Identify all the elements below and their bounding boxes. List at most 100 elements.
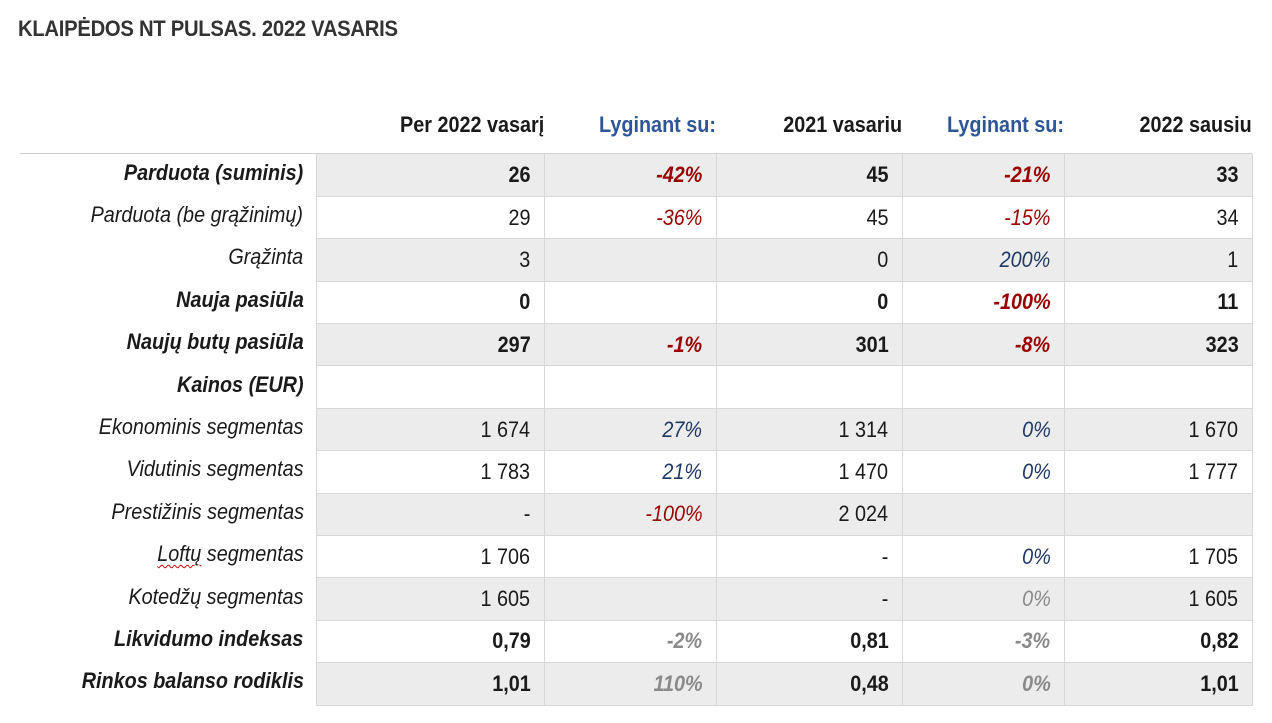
cell-change-yoy: 27% <box>543 408 717 452</box>
cell-prev-month: 0,82 <box>1063 620 1253 664</box>
cell-change-mom: -100% <box>901 281 1065 325</box>
table-row-prices-section: Kainos (EUR) <box>20 365 1253 409</box>
header-divider <box>20 153 1252 154</box>
table-row-cottage-segment: Kotedžų segmentas 1 605 - 0% 1 605 <box>20 577 1253 621</box>
cell-current: 0 <box>315 281 545 325</box>
cell-current: - <box>315 493 545 537</box>
cell-change-mom: 0% <box>901 535 1065 579</box>
cell-prev-year: 1 314 <box>715 408 903 452</box>
cell-change-mom: 200% <box>901 238 1065 282</box>
cell-change-mom: -15% <box>901 196 1065 240</box>
cell-current: 3 <box>315 238 545 282</box>
market-pulse-table: Parduota (suminis) 26 -42% 45 -21% 33 Pa… <box>20 154 1253 706</box>
row-label: Naujų butų pasiūla <box>20 323 316 366</box>
cell-prev-year: 45 <box>715 154 903 197</box>
cell-change-yoy <box>543 365 717 409</box>
column-header-compare-1: Lyginant su: <box>599 112 716 137</box>
cell-prev-month: 1 705 <box>1063 535 1253 579</box>
table-row-loft-segment: Loftų segmentas 1 706 - 0% 1 705 <box>20 535 1253 579</box>
cell-change-yoy <box>543 577 717 621</box>
table-row-market-balance: Rinkos balanso rodiklis 1,01 110% 0,48 0… <box>20 662 1253 706</box>
row-label: Loftų segmentas <box>20 535 316 578</box>
cell-prev-month: 1 <box>1063 238 1253 282</box>
cell-change-yoy: -42% <box>543 154 717 197</box>
cell-change-mom <box>901 365 1065 409</box>
cell-prev-year: 0 <box>715 281 903 325</box>
column-header-compare-2: Lyginant su: <box>947 112 1064 137</box>
cell-prev-year: 301 <box>715 323 903 367</box>
column-header-prev-month: 2022 sausiu <box>1139 112 1252 137</box>
cell-prev-month <box>1063 365 1253 409</box>
cell-prev-month: 11 <box>1063 281 1253 325</box>
cell-change-mom: -3% <box>901 620 1065 664</box>
cell-change-yoy: -1% <box>543 323 717 367</box>
cell-current: 1 674 <box>315 408 545 452</box>
cell-current: 297 <box>315 323 545 367</box>
cell-current: 29 <box>315 196 545 240</box>
cell-prev-year: 2 024 <box>715 493 903 537</box>
cell-change-mom: 0% <box>901 408 1065 452</box>
cell-prev-year: 0,81 <box>715 620 903 664</box>
cell-prev-month: 34 <box>1063 196 1253 240</box>
cell-current: 1 706 <box>315 535 545 579</box>
cell-prev-year: - <box>715 577 903 621</box>
cell-current: 26 <box>315 154 545 197</box>
spellcheck-underlined-word: Loftų <box>157 541 202 567</box>
column-header-prev-year: 2021 vasariu <box>783 112 902 137</box>
cell-change-yoy <box>543 535 717 579</box>
cell-change-mom: 0% <box>901 662 1065 706</box>
table-row-new-apartments-supply: Naujų butų pasiūla 297 -1% 301 -8% 323 <box>20 323 1253 367</box>
cell-current: 1 605 <box>315 577 545 621</box>
cell-change-yoy: -36% <box>543 196 717 240</box>
table-row-liquidity-index: Likvidumo indeksas 0,79 -2% 0,81 -3% 0,8… <box>20 620 1253 664</box>
table-row-returned: Grąžinta 3 0 200% 1 <box>20 238 1253 282</box>
row-label: Ekonominis segmentas <box>20 408 316 451</box>
cell-prev-year: 0,48 <box>715 662 903 706</box>
row-label: Rinkos balanso rodiklis <box>20 662 316 706</box>
row-label: Nauja pasiūla <box>20 281 316 324</box>
cell-current: 1 783 <box>315 450 545 494</box>
cell-prev-year: 45 <box>715 196 903 240</box>
table-row-sold-net: Parduota (be grąžinimų) 29 -36% 45 -15% … <box>20 196 1253 240</box>
cell-change-yoy: -2% <box>543 620 717 664</box>
cell-change-mom: 0% <box>901 577 1065 621</box>
row-label: Parduota (suminis) <box>20 154 316 197</box>
cell-prev-year <box>715 365 903 409</box>
row-label: Likvidumo indeksas <box>20 620 316 663</box>
table-row-sold-total: Parduota (suminis) 26 -42% 45 -21% 33 <box>20 154 1253 197</box>
cell-prev-month: 1,01 <box>1063 662 1253 706</box>
table-row-medium-segment: Vidutinis segmentas 1 783 21% 1 470 0% 1… <box>20 450 1253 494</box>
cell-current <box>315 365 545 409</box>
cell-prev-month <box>1063 493 1253 537</box>
cell-prev-month: 1 605 <box>1063 577 1253 621</box>
row-label: Prestižinis segmentas <box>20 493 316 536</box>
cell-prev-month: 33 <box>1063 154 1253 197</box>
cell-change-mom: -21% <box>901 154 1065 197</box>
cell-prev-month: 323 <box>1063 323 1253 367</box>
cell-change-yoy <box>543 281 717 325</box>
table-row-prestige-segment: Prestižinis segmentas - -100% 2 024 <box>20 493 1253 537</box>
cell-change-mom: -8% <box>901 323 1065 367</box>
cell-change-yoy <box>543 238 717 282</box>
page-title: KLAIPĖDOS NT PULSAS. 2022 VASARIS <box>18 16 398 41</box>
cell-change-mom: 0% <box>901 450 1065 494</box>
cell-change-yoy: -100% <box>543 493 717 537</box>
row-label: Vidutinis segmentas <box>20 450 316 494</box>
cell-change-yoy: 110% <box>543 662 717 706</box>
cell-prev-month: 1 670 <box>1063 408 1253 452</box>
cell-prev-year: 0 <box>715 238 903 282</box>
row-label: Kotedžų segmentas <box>20 577 316 621</box>
column-header-current: Per 2022 vasarį <box>399 112 544 137</box>
cell-change-mom <box>901 493 1065 537</box>
cell-current: 1,01 <box>315 662 545 706</box>
cell-change-yoy: 21% <box>543 450 717 494</box>
table-row-new-supply: Nauja pasiūla 0 0 -100% 11 <box>20 281 1253 325</box>
cell-prev-year: - <box>715 535 903 579</box>
cell-prev-month: 1 777 <box>1063 450 1253 494</box>
cell-current: 0,79 <box>315 620 545 664</box>
row-label: Kainos (EUR) <box>20 365 316 409</box>
table-row-economy-segment: Ekonominis segmentas 1 674 27% 1 314 0% … <box>20 408 1253 452</box>
row-label: Parduota (be grąžinimų) <box>20 196 316 239</box>
cell-prev-year: 1 470 <box>715 450 903 494</box>
row-label: Grąžinta <box>20 238 316 282</box>
